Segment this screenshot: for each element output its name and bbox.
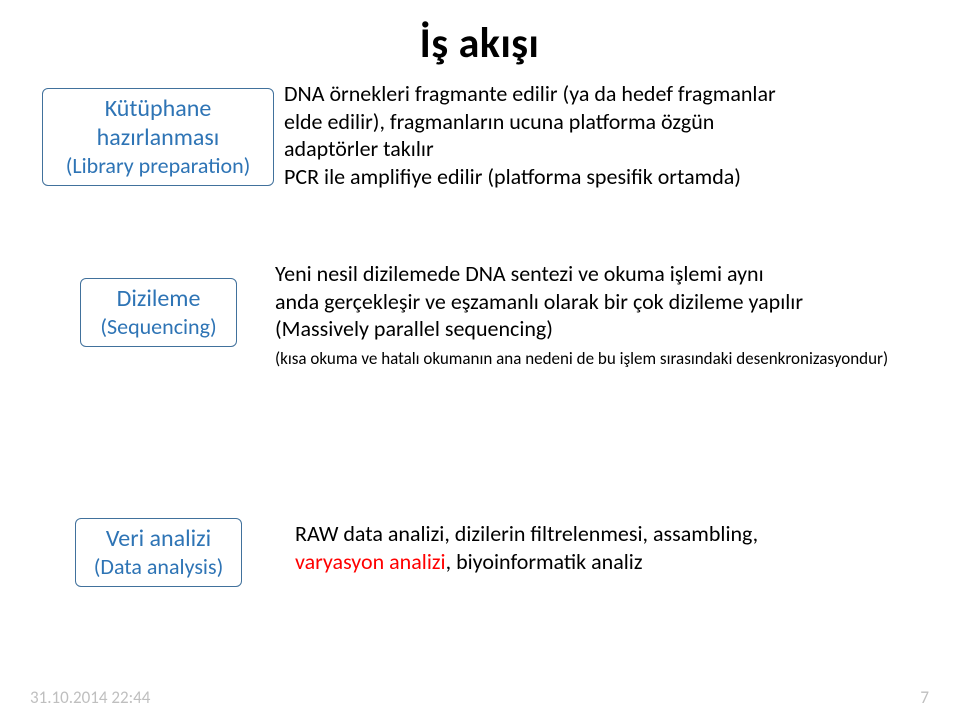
step-analysis-main: Veri analizi bbox=[86, 525, 231, 554]
step-library-box: Kütüphane hazırlanması (Library preparat… bbox=[42, 88, 274, 186]
step-sequencing-desc-line: (Massively parallel sequencing) bbox=[275, 315, 553, 342]
step-sequencing-desc: Yeni nesil dizilemede DNA sentezi ve oku… bbox=[275, 260, 935, 370]
step-analysis-desc: RAW data analizi, dizilerin filtrelenmes… bbox=[295, 520, 915, 575]
page-title: İş akışı bbox=[0, 18, 959, 69]
step-library-desc-line: PCR ile amplifiye edilir (platforma spes… bbox=[284, 163, 741, 190]
step-analysis-desc-line2-highlight: varyasyon analizi bbox=[295, 548, 446, 575]
step-library-sub2: (Library preparation) bbox=[53, 153, 263, 179]
step-library-desc-line: adaptörler takılır bbox=[284, 135, 434, 162]
step-sequencing-desc-line: anda gerçekleşir ve eşzamanlı olarak bir… bbox=[275, 288, 803, 315]
footer-timestamp: 31.10.2014 22:44 bbox=[30, 687, 150, 708]
step-library-desc: DNA örnekleri fragmante edilir (ya da he… bbox=[284, 80, 904, 190]
step-sequencing-box: Dizileme (Sequencing) bbox=[80, 278, 237, 347]
step-analysis-desc-line2-rest: , biyoinformatik analiz bbox=[446, 548, 643, 575]
step-analysis-box: Veri analizi (Data analysis) bbox=[75, 518, 242, 587]
step-sequencing-main: Dizileme bbox=[91, 285, 226, 314]
step-sequencing-desc-line: Yeni nesil dizilemede DNA sentezi ve oku… bbox=[275, 260, 764, 287]
step-library-sub1: hazırlanması bbox=[53, 124, 263, 153]
footer-page-number: 7 bbox=[920, 687, 929, 708]
step-library-desc-line: DNA örnekleri fragmante edilir (ya da he… bbox=[284, 80, 776, 107]
step-library-desc-line: elde edilir), fragmanların ucuna platfor… bbox=[284, 108, 714, 135]
step-library-main: Kütüphane bbox=[53, 95, 263, 124]
step-analysis-desc-line1: RAW data analizi, dizilerin filtrelenmes… bbox=[295, 520, 758, 547]
step-analysis-sub2: (Data analysis) bbox=[86, 554, 231, 580]
step-sequencing-desc-note: (kısa okuma ve hatalı okumanın ana neden… bbox=[275, 348, 888, 369]
step-sequencing-sub2: (Sequencing) bbox=[91, 314, 226, 340]
